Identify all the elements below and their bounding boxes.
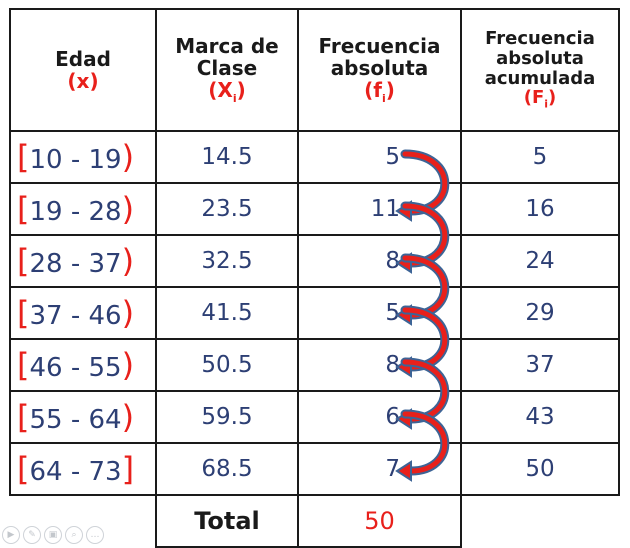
total-row: Total 50 (10, 494, 619, 548)
table-row: [28 - 37) 32.5 8 24 (9, 234, 620, 288)
class-mark-cell: 50.5 (155, 338, 299, 392)
interval-close-bracket: ) (121, 138, 135, 176)
absolute-frequency-cell: 5 (297, 286, 462, 340)
cumulative-frequency-cell: 29 (460, 286, 620, 340)
header-marca-var: (Xi) (208, 77, 246, 105)
interval-cell: [37 - 46) (9, 286, 157, 340)
frequency-table: Edad (x) Marca de Clase (Xi) Frecuencia … (9, 8, 620, 548)
more-icon[interactable]: … (86, 526, 104, 544)
interval-open-bracket: [ (17, 190, 30, 228)
absolute-frequency-cell: 7 (297, 442, 462, 496)
absolute-frequency-cell: 5 (297, 130, 462, 184)
header-edad-var: (x) (67, 69, 99, 93)
header-facum: Frecuencia absoluta acumulada (Fi) (460, 8, 620, 132)
interval-text: 19 - 28 (29, 197, 122, 227)
interval-cell: [55 - 64) (9, 390, 157, 444)
header-edad-label: Edad (55, 47, 111, 71)
header-edad: Edad (x) (9, 8, 157, 132)
interval-close-bracket: ) (121, 242, 135, 280)
table-row: [55 - 64) 59.5 6 43 (9, 390, 620, 444)
interval-open-bracket: [ (17, 450, 30, 488)
header-row: Edad (x) Marca de Clase (Xi) Frecuencia … (9, 8, 620, 132)
absolute-frequency-cell: 8 (297, 234, 462, 288)
interval-close-bracket: ) (121, 398, 135, 436)
cumulative-frequency-cell: 50 (460, 442, 620, 496)
interval-close-bracket: ) (121, 346, 135, 384)
cumulative-frequency-cell: 16 (460, 182, 620, 236)
absolute-frequency-cell: 8 (297, 338, 462, 392)
table-row: [19 - 28) 23.5 11 16 (9, 182, 620, 236)
interval-cell: [28 - 37) (9, 234, 157, 288)
interval-text: 55 - 64 (29, 405, 122, 435)
header-facum-var: (Fi) (523, 87, 557, 111)
interval-open-bracket: [ (17, 138, 30, 176)
interval-open-bracket: [ (17, 398, 30, 436)
class-mark-cell: 14.5 (155, 130, 299, 184)
interval-close-bracket: ] (121, 450, 135, 488)
class-mark-cell: 68.5 (155, 442, 299, 496)
header-marca: Marca de Clase (Xi) (155, 8, 299, 132)
interval-cell: [64 - 73] (9, 442, 157, 496)
play-icon[interactable]: ▶ (2, 526, 20, 544)
zoom-icon[interactable]: ⌕ (65, 526, 83, 544)
cumulative-frequency-cell: 5 (460, 130, 620, 184)
total-label: Total (155, 494, 299, 548)
interval-text: 64 - 73 (29, 457, 122, 487)
interval-text: 37 - 46 (29, 301, 122, 331)
interval-cell: [10 - 19) (9, 130, 157, 184)
table-row: [37 - 46) 41.5 5 29 (9, 286, 620, 340)
cumulative-frequency-cell: 43 (460, 390, 620, 444)
interval-open-bracket: [ (17, 346, 30, 384)
interval-cell: [46 - 55) (9, 338, 157, 392)
absolute-frequency-cell: 6 (297, 390, 462, 444)
image-icon[interactable]: ▣ (44, 526, 62, 544)
interval-close-bracket: ) (121, 190, 135, 228)
class-mark-cell: 32.5 (155, 234, 299, 288)
class-mark-cell: 59.5 (155, 390, 299, 444)
class-mark-cell: 41.5 (155, 286, 299, 340)
table-row: [10 - 19) 14.5 5 5 (9, 130, 620, 184)
slide-toolbar: ▶ ✎ ▣ ⌕ … (2, 526, 104, 544)
total-value: 50 (297, 494, 462, 548)
interval-open-bracket: [ (17, 294, 30, 332)
header-fabs: Frecuencia absoluta (fi) (297, 8, 462, 132)
empty-cell (461, 495, 619, 547)
header-fabs-var: (fi) (364, 77, 395, 105)
interval-text: 10 - 19 (29, 145, 122, 175)
interval-text: 46 - 55 (29, 353, 122, 383)
cumulative-frequency-cell: 24 (460, 234, 620, 288)
interval-open-bracket: [ (17, 242, 30, 280)
header-fabs-label: Frecuencia absoluta (318, 33, 441, 80)
interval-cell: [19 - 28) (9, 182, 157, 236)
table-row: [64 - 73] 68.5 7 50 (9, 442, 620, 496)
interval-text: 28 - 37 (29, 249, 122, 279)
pen-icon[interactable]: ✎ (23, 526, 41, 544)
header-marca-label: Marca de Clase (175, 33, 279, 80)
header-facum-label: Frecuencia absoluta acumulada (484, 27, 596, 89)
interval-close-bracket: ) (121, 294, 135, 332)
class-mark-cell: 23.5 (155, 182, 299, 236)
absolute-frequency-cell: 11 (297, 182, 462, 236)
cumulative-frequency-cell: 37 (460, 338, 620, 392)
table-row: [46 - 55) 50.5 8 37 (9, 338, 620, 392)
